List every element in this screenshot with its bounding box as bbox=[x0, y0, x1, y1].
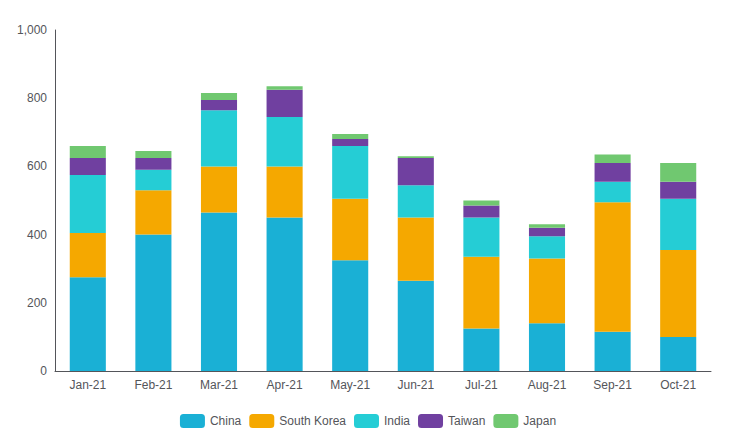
svg-text:Taiwan: Taiwan bbox=[448, 414, 485, 428]
svg-text:800: 800 bbox=[27, 91, 47, 105]
svg-text:Sep-21: Sep-21 bbox=[593, 378, 632, 392]
svg-text:Jan-21: Jan-21 bbox=[69, 378, 106, 392]
svg-text:200: 200 bbox=[27, 296, 47, 310]
svg-text:May-21: May-21 bbox=[330, 378, 370, 392]
svg-text:Oct-21: Oct-21 bbox=[660, 378, 696, 392]
svg-text:Jun-21: Jun-21 bbox=[397, 378, 434, 392]
svg-text:India: India bbox=[384, 414, 410, 428]
svg-text:Japan: Japan bbox=[523, 414, 556, 428]
svg-text:China: China bbox=[210, 414, 242, 428]
svg-text:1,000: 1,000 bbox=[17, 23, 47, 37]
svg-text:0: 0 bbox=[40, 364, 47, 378]
svg-text:Apr-21: Apr-21 bbox=[267, 378, 303, 392]
svg-text:Jul-21: Jul-21 bbox=[465, 378, 498, 392]
svg-text:Aug-21: Aug-21 bbox=[528, 378, 567, 392]
svg-text:South Korea: South Korea bbox=[279, 414, 346, 428]
svg-text:Mar-21: Mar-21 bbox=[200, 378, 238, 392]
svg-text:400: 400 bbox=[27, 228, 47, 242]
svg-text:Feb-21: Feb-21 bbox=[134, 378, 172, 392]
svg-text:600: 600 bbox=[27, 159, 47, 173]
